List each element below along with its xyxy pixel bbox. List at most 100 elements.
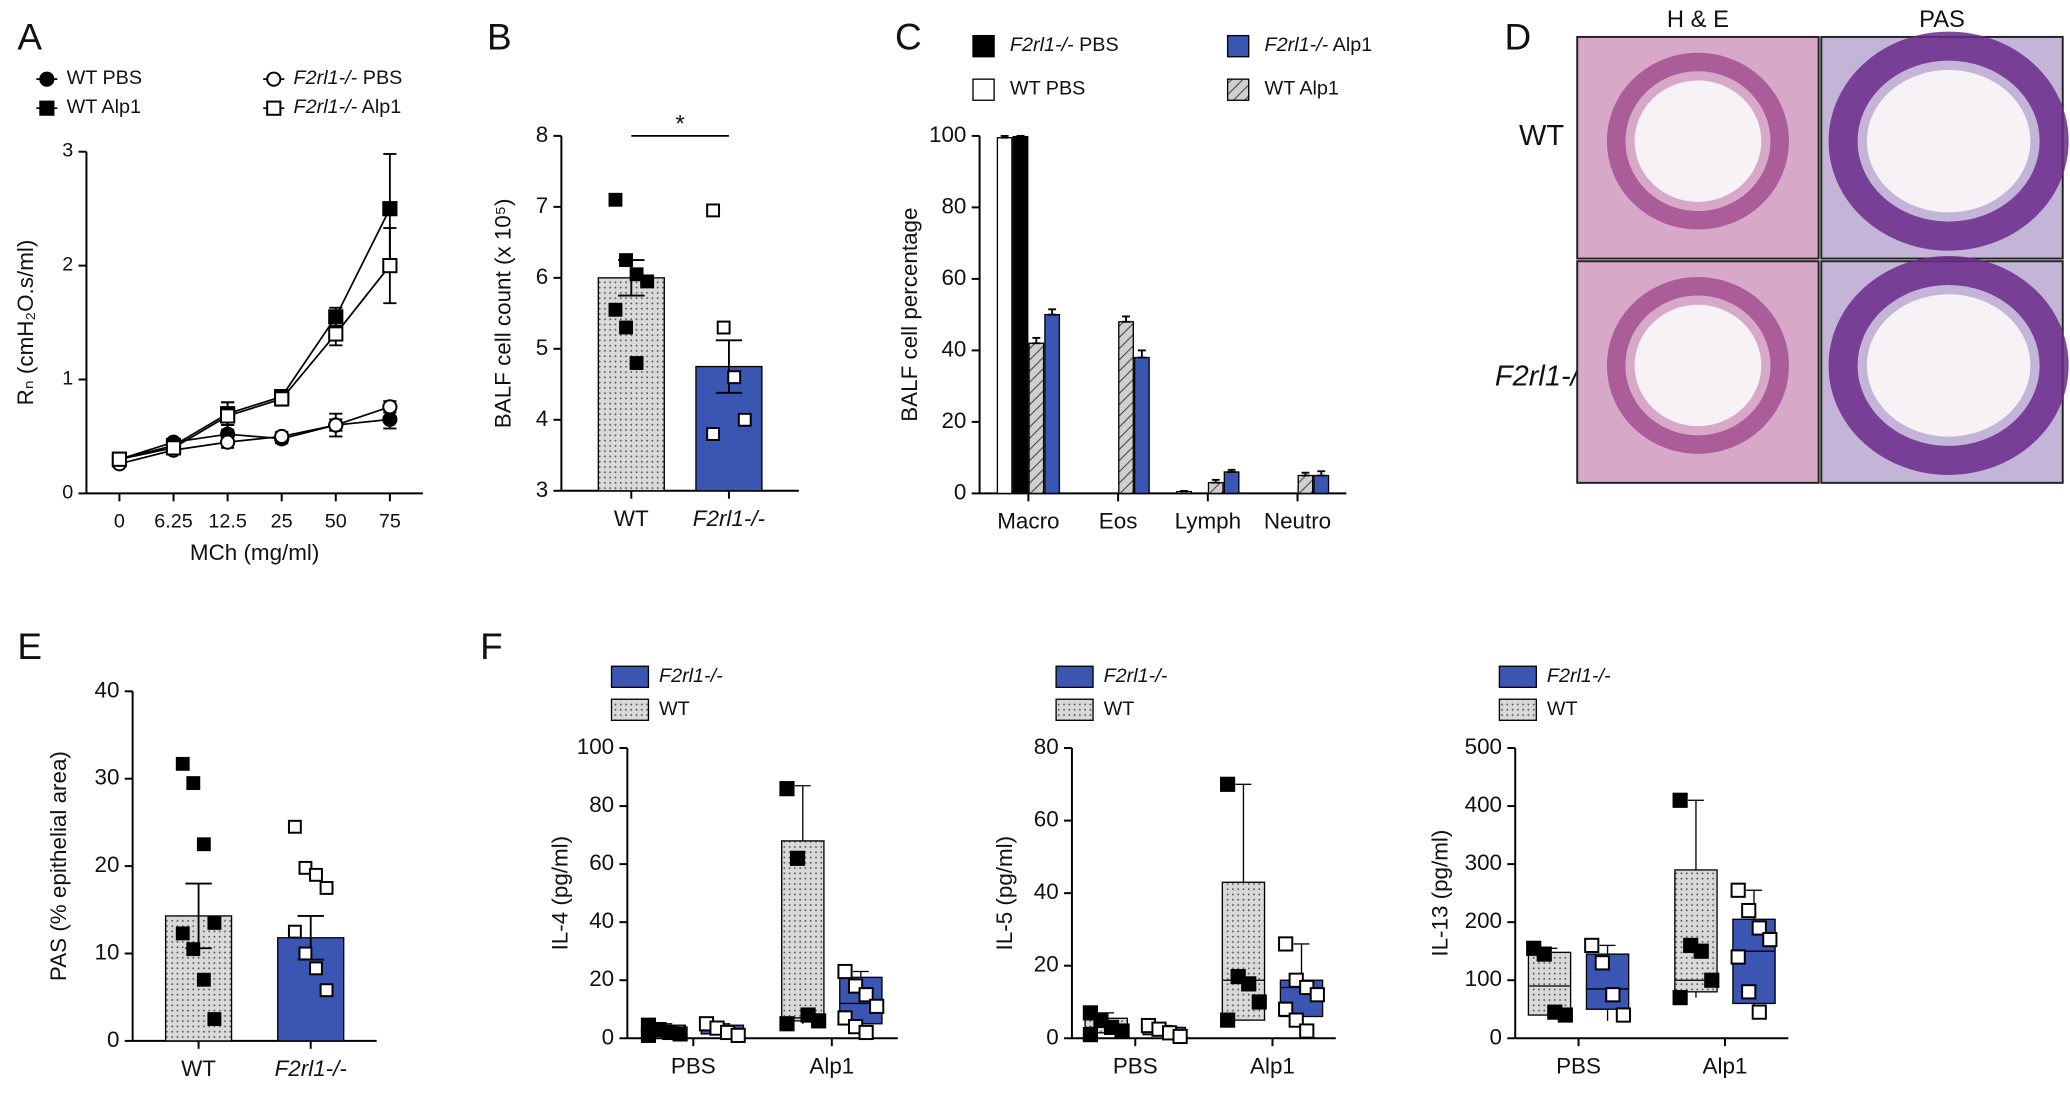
legend-label: WT: [659, 698, 690, 720]
y-tick-label: 200: [1465, 908, 1502, 933]
point: [207, 915, 222, 930]
y-axis-label: Rₙ (cmH₂O.s/ml): [13, 240, 38, 406]
point: [186, 942, 201, 957]
point: [287, 924, 302, 939]
point: [175, 756, 190, 771]
point: [730, 1027, 746, 1043]
x-tick-label: 25: [271, 511, 293, 533]
point: [1751, 920, 1767, 936]
legend-marker: [266, 71, 282, 87]
legend-label: WT: [1547, 698, 1578, 720]
point: [287, 819, 302, 834]
x-tick-label: Eos: [1099, 508, 1138, 533]
point: [672, 1026, 688, 1042]
point: [779, 1016, 795, 1032]
y-tick-label: 20: [94, 852, 119, 877]
bar: [1223, 471, 1240, 495]
box: [781, 840, 825, 1022]
point: [207, 1012, 222, 1026]
legend-label: WT Alp1: [67, 96, 141, 118]
point: [319, 881, 334, 895]
airway-wall: [1828, 255, 2069, 475]
y-tick-label: 400: [1465, 792, 1502, 817]
point: [1741, 984, 1757, 1000]
legend-label: F2rl1-/- PBS: [294, 67, 403, 89]
legend-label: F2rl1-/- PBS: [1010, 34, 1119, 56]
x-tick-label: PBS: [671, 1053, 716, 1078]
legend-label: F2rl1-/- Alp1: [1265, 34, 1373, 56]
y-tick-label: 3: [536, 477, 548, 502]
y-tick-label: 2: [62, 254, 73, 276]
legend-label: WT: [1104, 698, 1135, 720]
y-tick-label: 40: [94, 677, 119, 702]
point: [382, 411, 398, 427]
point: [196, 837, 211, 852]
point: [274, 391, 290, 407]
x-tick-label: PBS: [1556, 1053, 1601, 1078]
panel-letter: E: [17, 626, 42, 667]
y-axis-label: BALF cell percentage: [897, 208, 922, 422]
panel-letter: D: [1505, 16, 1532, 57]
y-tick-label: 60: [1034, 807, 1059, 832]
legend-marker: [39, 71, 55, 87]
y-tick-label: 20: [589, 966, 614, 991]
airway-lumen: [1866, 69, 2031, 213]
row-label: F2rl1-/-: [1495, 360, 1589, 392]
legend-swatch: [1498, 698, 1537, 721]
point: [1751, 1004, 1767, 1020]
y-tick-label: 6: [536, 264, 548, 289]
panel-letter: A: [17, 16, 42, 57]
point: [869, 998, 885, 1014]
x-tick-label: WT: [181, 1056, 216, 1081]
y-tick-label: 60: [941, 265, 966, 290]
series-line: [119, 418, 390, 461]
legend-label: F2rl1-/-: [1104, 665, 1168, 687]
x-tick-label: 75: [379, 511, 401, 533]
panel-letter: F: [480, 626, 503, 667]
point: [608, 192, 623, 207]
legend-label: WT Alp1: [1265, 78, 1339, 100]
column-label: PAS: [1919, 7, 1965, 33]
column-label: H & E: [1667, 7, 1729, 33]
point: [629, 267, 644, 282]
point: [175, 926, 190, 941]
legend-label: WT PBS: [67, 67, 142, 89]
bar: [1313, 474, 1330, 495]
y-tick-label: 20: [1034, 952, 1059, 977]
point: [1672, 990, 1688, 1006]
x-tick-label: Alp1: [809, 1053, 854, 1078]
point: [1299, 1023, 1315, 1039]
y-tick-label: 0: [1490, 1024, 1502, 1049]
point: [382, 399, 398, 415]
point: [629, 356, 644, 370]
y-tick-label: 0: [62, 482, 73, 504]
y-tick-label: 100: [1465, 966, 1502, 991]
point: [789, 850, 806, 866]
panel-letter: B: [487, 16, 512, 57]
legend-swatch: [1226, 34, 1250, 58]
point: [309, 961, 323, 976]
point: [706, 427, 721, 441]
x-tick-label: Alp1: [1703, 1053, 1748, 1078]
y-tick-label: 0: [107, 1027, 119, 1052]
y-tick-label: 300: [1465, 850, 1502, 875]
x-tick-label: Neutro: [1264, 508, 1331, 533]
point: [1605, 987, 1621, 1003]
point: [220, 408, 236, 424]
legend-label: F2rl1-/-: [1547, 665, 1611, 687]
bar: [1012, 135, 1029, 495]
y-axis-label: IL-13 (pg/ml): [1427, 830, 1452, 957]
legend-swatch: [610, 698, 650, 721]
airway-wall: [1828, 31, 2069, 251]
y-tick-label: 500: [1465, 734, 1502, 759]
y-tick-label: 30: [94, 765, 119, 790]
x-tick-label: 12.5: [208, 511, 246, 533]
point: [196, 972, 211, 987]
point: [319, 983, 334, 998]
bar: [1133, 356, 1150, 495]
y-tick-label: 40: [941, 336, 966, 361]
point: [274, 428, 290, 445]
x-tick-label: Lymph: [1175, 508, 1241, 533]
point: [1309, 987, 1325, 1003]
